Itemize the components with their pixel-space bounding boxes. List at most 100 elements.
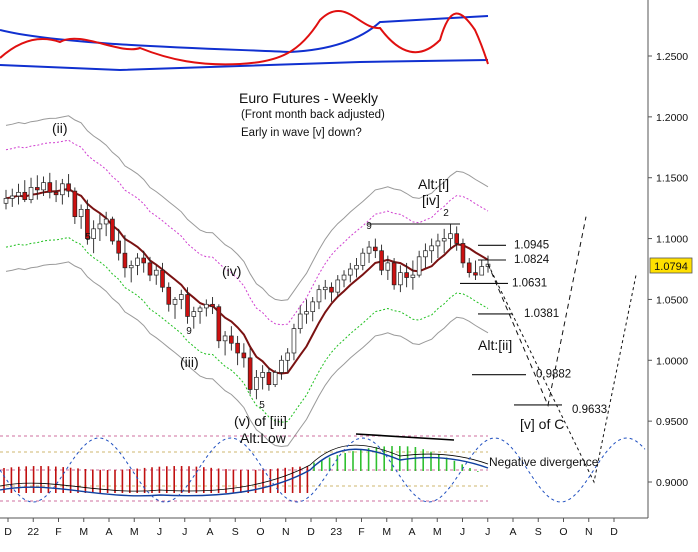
- ribbon-blue-lower: [0, 59, 489, 72]
- candle-body: [191, 311, 197, 317]
- candle-body: [172, 299, 178, 305]
- candle: [141, 250, 147, 273]
- candle: [466, 258, 472, 278]
- candle-body: [103, 218, 109, 225]
- wave-label: [v] of C: [520, 416, 564, 432]
- candle-body: [222, 335, 228, 342]
- lower-outer-band: [5, 261, 489, 448]
- candle-body: [366, 246, 372, 254]
- candle-body: [66, 183, 71, 192]
- candle: [410, 260, 416, 290]
- candle: [110, 216, 115, 245]
- candle-body: [210, 303, 215, 308]
- candle: [22, 180, 28, 203]
- price-level-label: 0.9633: [572, 404, 607, 416]
- candle: [341, 270, 347, 288]
- candle: [216, 304, 222, 349]
- chart-subtitle: (Front month back adjusted): [241, 109, 385, 121]
- candle-body: [147, 262, 153, 276]
- candle-body: [454, 233, 459, 244]
- wave-label: Alt:[ii]: [478, 337, 512, 353]
- candle: [160, 262, 165, 293]
- wave-label: Alt:[i]: [418, 176, 449, 192]
- x-tick-label: F: [358, 526, 364, 538]
- candle-body: [466, 262, 472, 274]
- candle-body: [266, 372, 272, 385]
- candle-body: [78, 209, 84, 218]
- candle-body: [435, 240, 441, 247]
- candle: [404, 262, 409, 288]
- candle: [366, 241, 372, 263]
- x-tick-label: J: [460, 526, 465, 538]
- candle-body: [204, 303, 209, 309]
- candle: [16, 183, 21, 205]
- candle: [147, 256, 153, 282]
- candle: [354, 258, 359, 278]
- candle: [122, 234, 128, 278]
- candle: [335, 275, 341, 297]
- candle-body: [460, 243, 466, 264]
- candle-body: [385, 262, 391, 271]
- count-mark: 9: [186, 326, 192, 337]
- candle-body: [473, 272, 478, 276]
- candle-body: [429, 245, 434, 252]
- candle: [116, 228, 121, 261]
- price-level-label: 0.9882: [536, 369, 571, 381]
- x-axis: D 22 F M A M J J A S O N D 23 F M A M J J A S O N D: [0, 517, 648, 538]
- candle-body: [297, 313, 303, 329]
- candle-body: [122, 252, 128, 269]
- count-mark: 5: [85, 232, 91, 243]
- candle: [260, 365, 265, 390]
- wave-label: Alt:Low: [240, 430, 287, 446]
- candle-body: [354, 264, 359, 270]
- count-mark: 2: [443, 208, 449, 219]
- last-price-label: 1.0794: [654, 261, 688, 273]
- chart-note: Early in wave [v] down?: [241, 127, 362, 139]
- candle-body: [310, 301, 316, 312]
- candle-body: [53, 191, 59, 196]
- candle: [423, 243, 428, 268]
- moving-average-line: [5, 187, 489, 375]
- candle: [304, 299, 309, 324]
- y-tick-label: 0.9000: [656, 477, 688, 489]
- candle: [97, 214, 103, 242]
- candle: [241, 343, 247, 368]
- candle: [398, 265, 403, 293]
- candle-body: [391, 262, 397, 286]
- ribbon-red-line: [0, 10, 489, 66]
- x-tick-label: A: [105, 526, 112, 538]
- oscillator-main-line: [0, 444, 489, 492]
- candle: [28, 177, 34, 204]
- candle: [210, 296, 215, 315]
- candle-body: [9, 195, 15, 199]
- y-tick-label: 1.2500: [656, 51, 688, 63]
- candle: [47, 172, 53, 199]
- y-tick-label: 1.0500: [656, 294, 688, 306]
- candle-body: [441, 238, 447, 242]
- x-tick-label: D: [307, 526, 315, 538]
- candle: [178, 289, 184, 310]
- wave-label: [iv]: [422, 192, 440, 208]
- x-tick-label: M: [130, 526, 139, 538]
- candle-body: [423, 250, 428, 258]
- candle-body: [272, 372, 278, 385]
- candle-body: [416, 256, 422, 276]
- candle-body: [185, 294, 190, 317]
- x-tick-label: D: [4, 526, 12, 538]
- candle: [429, 238, 434, 263]
- candle: [41, 176, 46, 196]
- candle-body: [379, 250, 384, 271]
- x-tick-label: S: [535, 526, 542, 538]
- candle: [85, 199, 90, 245]
- price-level-label: 1.0945: [514, 239, 549, 251]
- candle: [479, 260, 485, 276]
- candle: [254, 370, 259, 400]
- y-tick-label: 1.1000: [656, 234, 688, 246]
- x-tick-label: F: [55, 526, 61, 538]
- y-tick-label: 1.2000: [656, 112, 688, 124]
- x-tick-label: N: [282, 526, 290, 538]
- candle: [297, 305, 303, 334]
- candle-body: [166, 286, 172, 305]
- cycle-wave: [0, 437, 646, 503]
